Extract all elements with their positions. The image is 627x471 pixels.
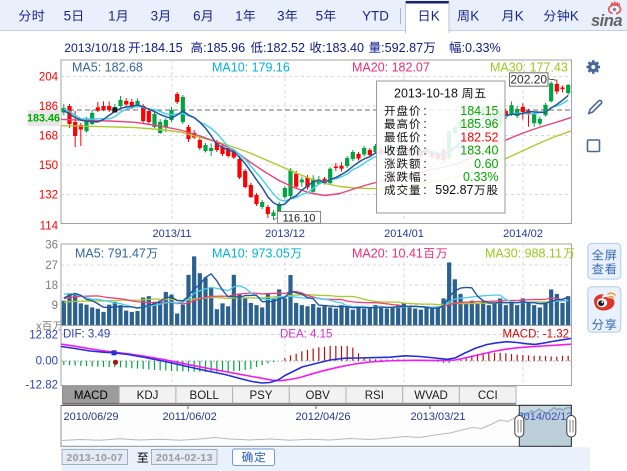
svg-text:MACD: -1.32: MACD: -1.32 [503, 329, 569, 341]
svg-text:5: 5 [316, 9, 323, 24]
svg-text:MA30: 177.43: MA30: 177.43 [490, 61, 568, 75]
svg-text:MA20: 10.41: MA20: 10.41 [352, 247, 423, 261]
svg-text:MA20: 182.07: MA20: 182.07 [352, 61, 430, 75]
svg-text:CCI: CCI [478, 390, 498, 402]
svg-text::183.40: :183.40 [322, 41, 364, 55]
svg-text:-12.82: -12.82 [25, 380, 58, 392]
svg-text::: : [423, 104, 426, 118]
svg-text:185.96: 185.96 [460, 117, 498, 131]
svg-text:6: 6 [193, 9, 200, 24]
svg-text:2012/04/26: 2012/04/26 [295, 411, 350, 423]
svg-text:150: 150 [39, 160, 58, 172]
svg-text:KDJ: KDJ [137, 390, 159, 402]
svg-text:18: 18 [45, 280, 58, 292]
svg-text:MA30: 988.11: MA30: 988.11 [485, 247, 562, 261]
svg-text:2014-02-13: 2014-02-13 [156, 452, 213, 464]
svg-text:3: 3 [277, 9, 284, 24]
svg-text:3: 3 [151, 9, 158, 24]
svg-text:OBV: OBV [306, 390, 331, 402]
svg-text:K: K [470, 9, 479, 24]
svg-text:114: 114 [40, 221, 59, 233]
svg-text:183.46: 183.46 [27, 113, 60, 125]
svg-text:2013-10-07: 2013-10-07 [67, 452, 124, 464]
svg-text:MA5: 182.68: MA5: 182.68 [72, 61, 143, 75]
svg-text:204: 204 [39, 72, 59, 84]
svg-text:1: 1 [108, 9, 115, 24]
svg-text::185.96: :185.96 [203, 41, 245, 55]
svg-text:DIF: 3.49: DIF: 3.49 [63, 329, 110, 341]
svg-text:2013/03/21: 2013/03/21 [410, 411, 465, 423]
svg-text:sina: sina [591, 12, 622, 30]
svg-text:9: 9 [52, 300, 58, 312]
svg-text:RSI: RSI [365, 390, 384, 402]
svg-text::182.52: :182.52 [263, 41, 305, 55]
svg-text:132: 132 [39, 190, 58, 202]
svg-text::0.33%: :0.33% [462, 41, 501, 55]
svg-text:PSY: PSY [249, 390, 272, 402]
svg-text:182.52: 182.52 [460, 130, 498, 144]
svg-text:K: K [431, 9, 440, 24]
svg-text:2011/06/02: 2011/06/02 [162, 411, 216, 423]
svg-text:0.33%: 0.33% [463, 170, 498, 184]
svg-text:116.10: 116.10 [283, 212, 316, 224]
svg-text:184.15: 184.15 [460, 104, 498, 118]
svg-text:2013/12: 2013/12 [265, 228, 305, 240]
svg-text::: : [423, 130, 426, 144]
svg-text:2013/10/18: 2013/10/18 [64, 41, 125, 55]
svg-text:2010/06/29: 2010/06/29 [64, 411, 119, 423]
svg-text:K: K [515, 9, 524, 24]
svg-text:2013/11: 2013/11 [153, 228, 192, 240]
svg-text:5: 5 [64, 9, 71, 24]
svg-text::592.87: :592.87 [381, 41, 423, 55]
svg-text:36: 36 [45, 240, 58, 252]
svg-text:27: 27 [45, 260, 58, 272]
svg-text:12.82: 12.82 [29, 330, 58, 342]
svg-text:0.60: 0.60 [474, 157, 498, 171]
svg-text:592.87: 592.87 [435, 183, 473, 197]
svg-text:0.00: 0.00 [36, 356, 58, 368]
svg-text:2013-10-18: 2013-10-18 [394, 87, 458, 101]
svg-text::184.15: :184.15 [141, 41, 183, 55]
svg-text:MA10: 973.05: MA10: 973.05 [212, 247, 290, 261]
svg-text:168: 168 [39, 131, 58, 143]
svg-text:YTD: YTD [362, 9, 389, 24]
svg-text:2014/02/13: 2014/02/13 [517, 411, 572, 423]
svg-text:MACD: MACD [74, 390, 108, 402]
svg-text:x: x [36, 321, 42, 333]
svg-text:BOLL: BOLL [190, 390, 220, 402]
svg-text:183.40: 183.40 [460, 144, 498, 158]
svg-text::: : [423, 144, 426, 158]
svg-text::: : [423, 117, 426, 131]
svg-text:MA10: 179.16: MA10: 179.16 [212, 61, 290, 75]
svg-text:MA5: 791.47: MA5: 791.47 [75, 247, 146, 261]
svg-text:DEA: 4.15: DEA: 4.15 [280, 329, 332, 341]
svg-text:1: 1 [235, 9, 242, 24]
svg-text::: : [423, 183, 426, 197]
svg-text::: : [423, 170, 426, 184]
svg-text::: : [423, 157, 426, 171]
svg-text:WVAD: WVAD [414, 390, 448, 402]
svg-text:2014/02: 2014/02 [503, 228, 543, 240]
svg-text:2014/01: 2014/01 [384, 228, 424, 240]
svg-text:K: K [570, 9, 579, 24]
svg-text:202.20: 202.20 [510, 73, 547, 87]
